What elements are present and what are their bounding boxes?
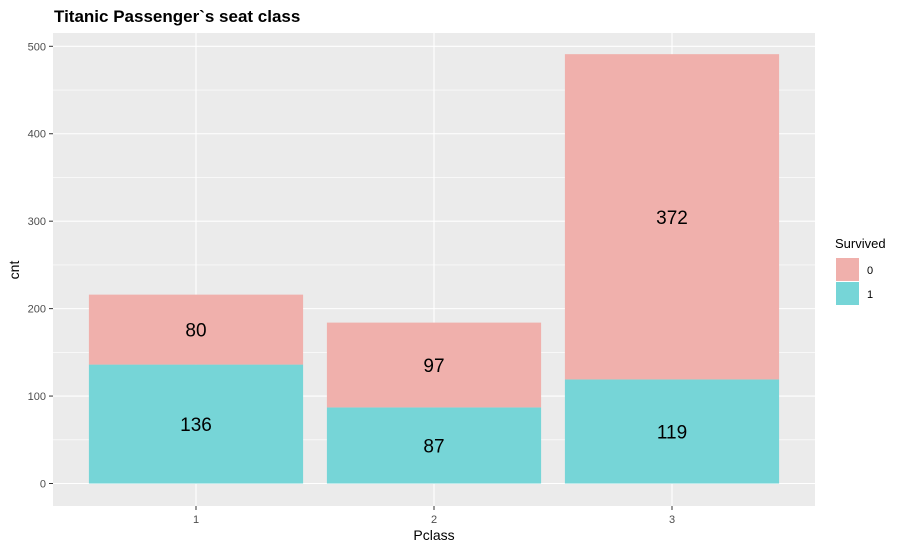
bar-survived-1 (564, 379, 780, 484)
bar-survived-1 (88, 364, 304, 484)
y-axis-title: cnt (6, 261, 22, 280)
data-label: 136 (180, 415, 212, 436)
y-tick-label: 100 (28, 391, 46, 403)
data-label: 87 (423, 436, 444, 457)
chart-title: Titanic Passenger`s seat class (54, 7, 300, 26)
y-tick-label: 400 (28, 129, 46, 141)
bars (88, 54, 780, 484)
legend-title: Survived (835, 236, 886, 251)
x-tick-label: 3 (669, 514, 675, 526)
x-tick-label: 2 (431, 514, 437, 526)
bar-labels: 136 80 87 97 119 372 (180, 208, 688, 458)
legend-label-0: 0 (867, 265, 873, 277)
legend-key-1 (836, 282, 859, 305)
y-tick-label: 200 (28, 304, 46, 316)
legend: Survived 0 1 (835, 236, 886, 305)
x-tick-label: 1 (193, 514, 199, 526)
y-tick-label: 300 (28, 216, 46, 228)
x-axis-title: Pclass (413, 527, 454, 543)
data-label: 119 (657, 422, 687, 443)
axes: 0 100 200 300 400 500 1 2 3 (28, 41, 675, 526)
legend-key-0 (836, 258, 859, 281)
bar-survived-1 (326, 407, 542, 484)
legend-label-1: 1 (867, 289, 873, 301)
data-label: 80 (185, 321, 206, 342)
y-tick-label: 0 (40, 479, 46, 491)
bar-survived-0 (88, 294, 304, 365)
bar-survived-0 (564, 54, 780, 380)
data-label: 97 (423, 356, 444, 377)
data-label: 372 (656, 208, 688, 229)
bar-survived-0 (326, 322, 542, 408)
y-tick-label: 500 (28, 41, 46, 53)
